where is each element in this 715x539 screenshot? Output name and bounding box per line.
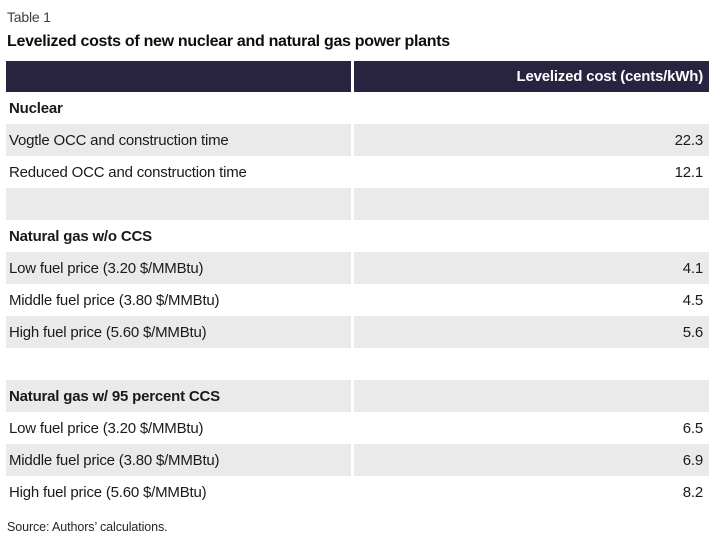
row-label [6, 348, 351, 380]
row-label: Middle fuel price (3.80 $/MMBtu) [9, 291, 220, 309]
header-value-cell: Levelized cost (cents/kWh) [354, 61, 709, 92]
row-value [354, 348, 709, 380]
spacer-row [6, 348, 709, 380]
table-row: Vogtle OCC and construction time 22.3 [6, 124, 709, 156]
table-header-row: Levelized cost (cents/kWh) [6, 61, 709, 92]
row-value: 6.9 [354, 444, 709, 476]
table-row: High fuel price (5.60 $/MMBtu) 5.6 [6, 316, 709, 348]
table-row: Middle fuel price (3.80 $/MMBtu) 4.5 [6, 284, 709, 316]
row-label: High fuel price (5.60 $/MMBtu) [9, 483, 207, 501]
row-label: High fuel price (5.60 $/MMBtu) [6, 316, 351, 348]
table-row: Middle fuel price (3.80 $/MMBtu) 6.9 [6, 444, 709, 476]
row-value: 12.1 [674, 163, 704, 181]
row-value [354, 220, 709, 252]
row-value: 5.6 [354, 316, 709, 348]
row-value: 6.5 [682, 419, 703, 437]
table-row: Reduced OCC and construction time 12.1 [6, 156, 709, 188]
row-label [6, 188, 351, 220]
table-row: Low fuel price (3.20 $/MMBtu) 6.5 [6, 412, 709, 444]
row-label: Reduced OCC and construction time [9, 163, 247, 181]
section-row-natural-gas-ccs: Natural gas w/ 95 percent CCS [6, 380, 709, 412]
section-row-nuclear: Nuclear [6, 92, 709, 124]
section-label: Natural gas w/ 95 percent CCS [6, 380, 351, 412]
row-value: 4.1 [354, 252, 709, 284]
row-value [354, 380, 709, 412]
row-label: Low fuel price (3.20 $/MMBtu) [9, 419, 204, 437]
row-value: 4.5 [682, 291, 703, 309]
row-value: 8.2 [682, 483, 703, 501]
section-label: Natural gas w/o CCS [9, 227, 152, 245]
row-value: 22.3 [354, 124, 709, 156]
table-row: Low fuel price (3.20 $/MMBtu) 4.1 [6, 252, 709, 284]
row-label: Low fuel price (3.20 $/MMBtu) [6, 252, 351, 284]
table-number-label: Table 1 [7, 9, 51, 25]
spacer-row [6, 188, 709, 220]
section-label: Nuclear [9, 99, 63, 117]
table-title: Levelized costs of new nuclear and natur… [7, 33, 450, 50]
section-row-natural-gas-no-ccs: Natural gas w/o CCS [6, 220, 709, 252]
row-value [354, 92, 709, 124]
header-category-cell [6, 61, 351, 92]
row-label: Middle fuel price (3.80 $/MMBtu) [6, 444, 351, 476]
source-note: Source: Authors’ calculations. [7, 520, 168, 534]
levelized-cost-table: Levelized cost (cents/kWh) Nuclear Vogtl… [6, 61, 709, 508]
table-row: High fuel price (5.60 $/MMBtu) 8.2 [6, 476, 709, 508]
row-value [354, 188, 709, 220]
row-label: Vogtle OCC and construction time [6, 124, 351, 156]
